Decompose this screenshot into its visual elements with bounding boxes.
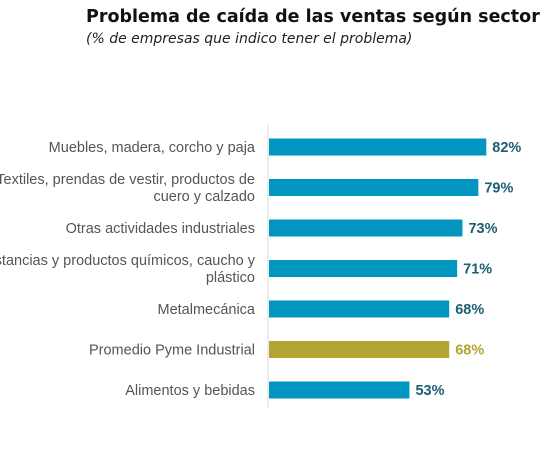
category-label: Otras actividades industriales <box>66 221 255 237</box>
category-label: Textiles, prendas de vestir, productos d… <box>0 172 255 205</box>
value-label: 82% <box>492 140 521 156</box>
bar <box>269 300 450 318</box>
bar <box>269 381 410 399</box>
bar <box>269 341 450 358</box>
value-label: 73% <box>468 221 497 237</box>
category-label: Promedio Pyme Industrial <box>89 343 255 359</box>
category-label: Alimentos y bebidas <box>125 383 255 399</box>
value-label: 68% <box>455 302 484 318</box>
value-label: 68% <box>455 343 484 359</box>
chart-title: Problema de caída de las ventas según se… <box>86 7 540 27</box>
category-label: Metalmecánica <box>157 302 255 318</box>
bar <box>269 138 487 156</box>
bar <box>269 260 458 277</box>
value-label: 71% <box>463 262 492 278</box>
chart-subtitle: (% de empresas que indico tener el probl… <box>86 31 413 47</box>
bar <box>269 219 463 237</box>
value-label: 79% <box>484 181 513 197</box>
value-label: 53% <box>415 383 444 399</box>
category-label: Sustancias y productos químicos, caucho … <box>0 253 256 286</box>
category-label: Muebles, madera, corcho y paja <box>49 140 256 156</box>
bar <box>269 179 479 196</box>
